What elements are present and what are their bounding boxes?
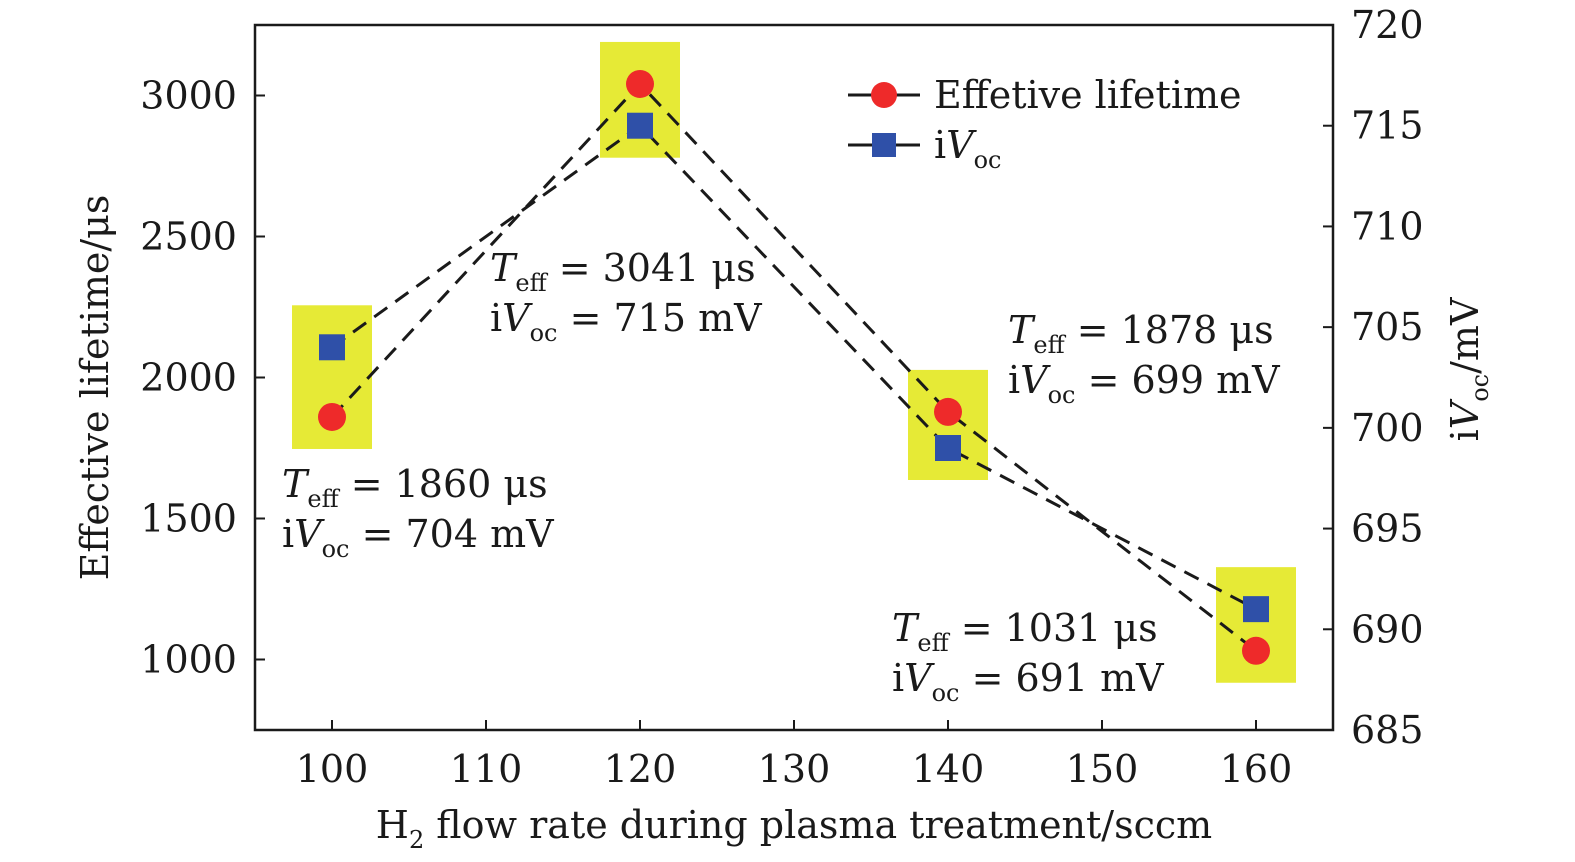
annotation-ivoc-prefix: i [892,656,904,700]
point-lifetime [934,397,962,426]
annotation-teff-sub: eff [1033,331,1066,359]
y-right-title-var: V [1443,398,1487,429]
x-tick-label: 100 [296,747,369,791]
y-right-tick-label: 690 [1351,607,1424,651]
x-tick-label: 150 [1066,747,1139,791]
annotation-ivoc-sub: oc [322,535,350,563]
x-tick-label: 110 [450,747,523,791]
y-right-tick-label: 710 [1351,204,1424,248]
annotation-ivoc-var: V [294,512,325,556]
y-left-tick-label: 3000 [140,74,237,118]
legend-label-ivoc: iVoc [934,123,1002,174]
y-right-tick-label: 695 [1351,507,1424,551]
y-right-title-suffix: /mV [1443,297,1487,374]
x-axis-title-main: H [376,803,409,847]
annotation-teff: Teff = 1031 μs [892,606,1158,657]
legend-ivoc-sub: oc [974,146,1002,174]
annotation-teff: Teff = 1878 μs [1008,308,1274,359]
x-tick-label: 140 [912,747,985,791]
annotation-ivoc-value: = 715 mV [558,296,763,340]
y-right-title-prefix: i [1443,429,1487,441]
legend-ivoc-prefix: i [934,123,946,167]
point-lifetime [626,69,654,98]
annotation-ivoc-prefix: i [282,512,294,556]
y-left-tick-label: 2500 [140,215,237,259]
y-right-tick-label: 720 [1351,3,1424,47]
annotation-ivoc-sub: oc [932,679,960,707]
x-tick-label: 120 [604,747,677,791]
annotation-ivoc-var: V [904,656,935,700]
annotation-teff-value: = 1860 μs [339,462,548,506]
annotation-teff-value: = 1878 μs [1065,308,1274,352]
annotation-teff-sub: eff [917,629,950,657]
x-axis-title-rest: flow rate during plasma treatment/sccm [424,803,1212,847]
annotation-ivoc-sub: oc [530,319,558,347]
annotation-teff-value: = 3041 μs [547,246,756,290]
annotation-ivoc-sub: oc [1048,381,1076,409]
highlight-box [600,41,680,158]
annotation-ivoc-var: V [502,296,533,340]
y-right-tick-label: 705 [1351,305,1424,349]
legend-ivoc-var: V [946,123,977,167]
point-ivoc [1243,596,1269,623]
point-lifetime [318,402,346,431]
y-right-tick-label: 685 [1351,708,1424,752]
annotation-teff-sub: eff [515,269,548,297]
y-left-tick-label: 1000 [140,638,237,682]
annotation-ivoc-value: = 699 mV [1076,358,1281,402]
annotation-ivoc: iVoc = 691 mV [892,656,1164,707]
legend-label-lifetime: Effetive lifetime [934,73,1242,117]
legend: Effetive lifetime iVoc [848,73,1242,174]
annotation-ivoc-value: = 704 mV [350,512,555,556]
series-line-lifetime [330,81,1257,652]
y-left-axis-title: Effective lifetime/μs [73,195,117,581]
y-left-tick-label: 2000 [140,356,237,400]
x-axis-title-sub: 2 [409,826,424,854]
y-right-tick-label: 715 [1351,104,1424,148]
series-lines [330,81,1257,652]
annotation-ivoc: iVoc = 699 mV [1008,358,1280,409]
annotation-teff-value: = 1031 μs [949,606,1158,650]
annotation-teff-sub: eff [307,485,340,513]
annotation-ivoc: iVoc = 704 mV [282,512,554,563]
axes: 100 110 120 130 140 150 160 1000 1500 2000 2500 300… [73,3,1494,854]
annotation-ivoc-var: V [1020,358,1051,402]
annotation-teff-var: T [1008,308,1036,352]
y-right-tick-label: 700 [1351,406,1424,450]
y-right-axis-title: iVoc/mV [1443,297,1494,441]
point-lifetime [1242,636,1270,665]
legend-marker-ivoc [872,133,896,157]
annotation-teff-var: T [490,246,518,290]
x-tick-label: 160 [1220,747,1293,791]
series-line-ivoc [331,123,1257,611]
series-markers [318,69,1270,665]
highlight-box [1216,567,1296,683]
annotation-teff: Teff = 1860 μs [282,462,548,513]
annotation-teff: Teff = 3041 μs [490,246,756,297]
annotation-ivoc-prefix: i [490,296,502,340]
y-left-tick-label: 1500 [140,497,237,541]
annotation-ivoc-prefix: i [1008,358,1020,402]
y-right-title-sub: oc [1466,374,1494,402]
point-ivoc [319,334,345,361]
point-ivoc [627,112,653,139]
annotation-teff-var: T [282,462,310,506]
annotation-ivoc-value: = 691 mV [960,656,1165,700]
point-ivoc [935,435,961,461]
x-axis-title: H2 flow rate during plasma treatment/scc… [376,803,1212,854]
x-tick-label: 130 [758,747,831,791]
legend-marker-lifetime [871,82,897,108]
annotation-teff-var: T [892,606,920,650]
annotation-ivoc: iVoc = 715 mV [490,296,762,347]
